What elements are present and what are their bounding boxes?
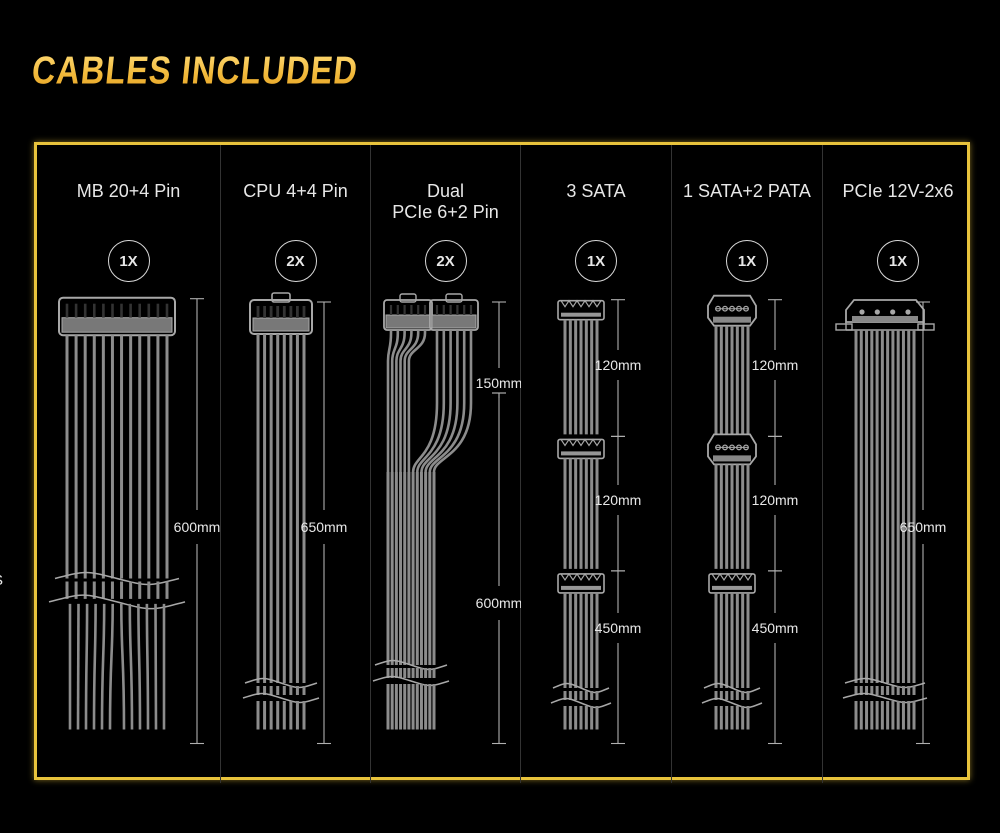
svg-text:120mm: 120mm — [595, 357, 642, 373]
svg-text:600mm: 600mm — [476, 595, 521, 611]
svg-text:120mm: 120mm — [595, 492, 642, 508]
svg-text:650mm: 650mm — [301, 519, 348, 535]
svg-text:450mm: 450mm — [595, 620, 642, 636]
svg-text:120mm: 120mm — [752, 492, 799, 508]
svg-text:120mm: 120mm — [752, 357, 799, 373]
svg-text:150mm: 150mm — [476, 375, 521, 391]
svg-text:600mm: 600mm — [174, 519, 221, 535]
svg-text:650mm: 650mm — [900, 519, 947, 535]
svg-text:450mm: 450mm — [752, 620, 799, 636]
